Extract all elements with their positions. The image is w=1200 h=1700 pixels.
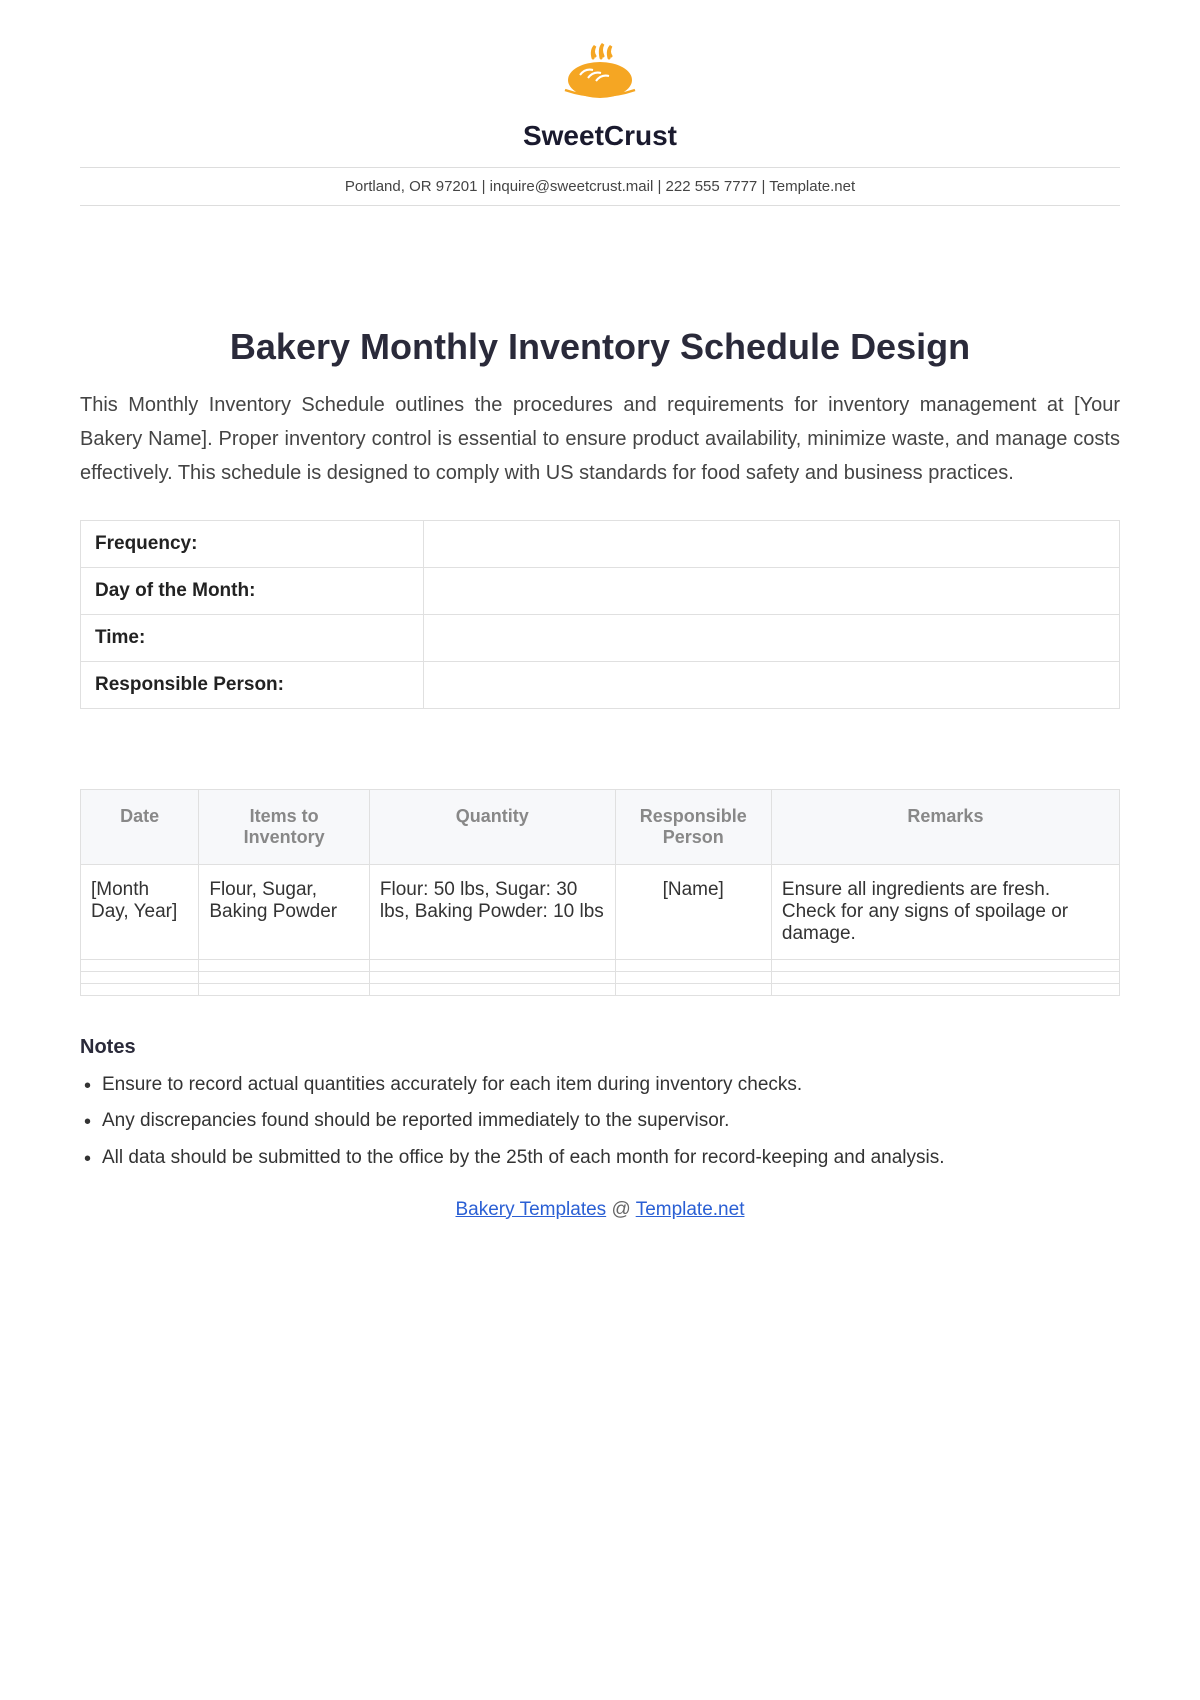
- notes-section: Notes Ensure to record actual quantities…: [80, 1036, 1120, 1174]
- table-row-empty: [81, 972, 1120, 984]
- notes-title: Notes: [80, 1036, 1120, 1059]
- footer-link-template-net[interactable]: Template.net: [636, 1199, 745, 1220]
- table-row-empty: [81, 984, 1120, 996]
- note-item: Any discrepancies found should be report…: [80, 1105, 1120, 1137]
- info-label: Day of the Month:: [81, 568, 424, 615]
- cell-person: [Name]: [615, 865, 771, 960]
- info-value[interactable]: [423, 521, 1119, 568]
- cell-remarks: Ensure all ingredients are fresh. Check …: [771, 865, 1119, 960]
- table-header-quantity: Quantity: [369, 790, 615, 865]
- contact-info-bar: Portland, OR 97201 | inquire@sweetcrust.…: [80, 167, 1120, 206]
- note-item: All data should be submitted to the offi…: [80, 1142, 1120, 1174]
- info-label: Time:: [81, 615, 424, 662]
- table-header-items: Items to Inventory: [199, 790, 370, 865]
- footer-links: Bakery Templates @ Template.net: [80, 1199, 1120, 1221]
- document-header: SweetCrust Portland, OR 97201 | inquire@…: [80, 40, 1120, 206]
- info-value[interactable]: [423, 662, 1119, 709]
- notes-list: Ensure to record actual quantities accur…: [80, 1069, 1120, 1174]
- cell-quantity: Flour: 50 lbs, Sugar: 30 lbs, Baking Pow…: [369, 865, 615, 960]
- info-row: Time:: [81, 615, 1120, 662]
- table-header-person: Responsible Person: [615, 790, 771, 865]
- logo-container: SweetCrust: [80, 40, 1120, 152]
- table-header-date: Date: [81, 790, 199, 865]
- page-title: Bakery Monthly Inventory Schedule Design: [80, 326, 1120, 368]
- note-item: Ensure to record actual quantities accur…: [80, 1069, 1120, 1101]
- cell-date: [Month Day, Year]: [81, 865, 199, 960]
- info-label: Responsible Person:: [81, 662, 424, 709]
- info-table: Frequency: Day of the Month: Time: Respo…: [80, 520, 1120, 709]
- info-row: Day of the Month:: [81, 568, 1120, 615]
- info-value[interactable]: [423, 615, 1119, 662]
- footer-separator: @: [606, 1199, 636, 1220]
- brand-name: SweetCrust: [523, 120, 677, 152]
- inventory-table: Date Items to Inventory Quantity Respons…: [80, 789, 1120, 996]
- info-label: Frequency:: [81, 521, 424, 568]
- info-row: Frequency:: [81, 521, 1120, 568]
- info-value[interactable]: [423, 568, 1119, 615]
- footer-link-bakery-templates[interactable]: Bakery Templates: [456, 1199, 607, 1220]
- bread-logo-icon: [555, 40, 645, 115]
- table-row: [Month Day, Year] Flour, Sugar, Baking P…: [81, 865, 1120, 960]
- cell-items: Flour, Sugar, Baking Powder: [199, 865, 370, 960]
- table-row-empty: [81, 960, 1120, 972]
- table-header-remarks: Remarks: [771, 790, 1119, 865]
- info-row: Responsible Person:: [81, 662, 1120, 709]
- intro-paragraph: This Monthly Inventory Schedule outlines…: [80, 388, 1120, 490]
